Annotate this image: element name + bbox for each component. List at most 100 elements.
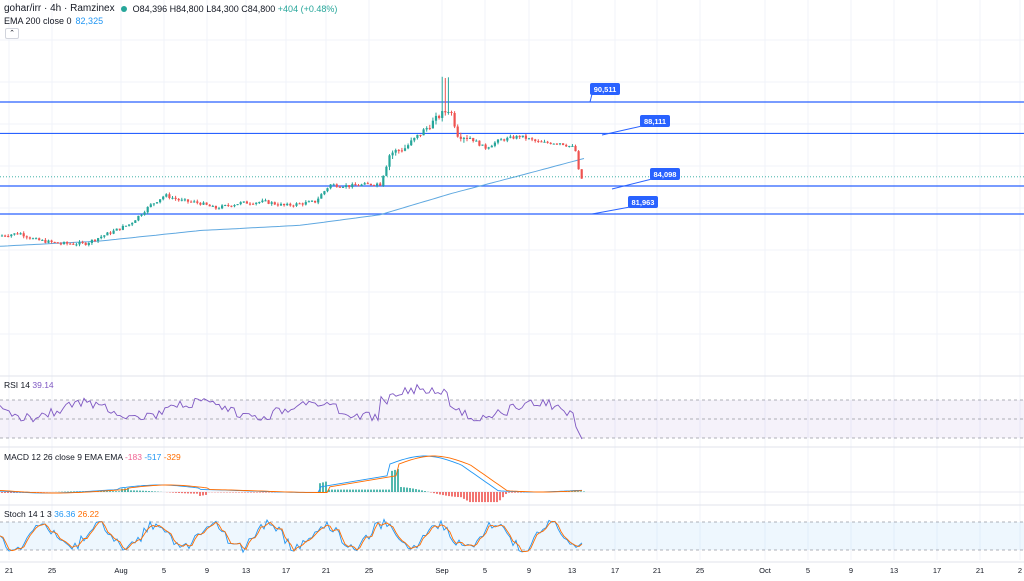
level-callout-88111: 88,111: [602, 115, 670, 135]
macd-hist-bar: [361, 490, 363, 492]
candle-body: [447, 112, 449, 113]
macd-hist-bar: [472, 492, 474, 502]
macd-hist-bar: [253, 492, 255, 493]
candle-body: [376, 184, 378, 186]
candle-body: [66, 242, 68, 244]
macd-hist-bar: [322, 482, 324, 492]
macd-hist-bar: [151, 491, 153, 492]
candle-body: [63, 242, 65, 244]
macd-hist-bar: [451, 492, 453, 496]
candle-body: [540, 141, 542, 142]
candle-body: [361, 185, 363, 186]
ohlc-readout: O84,396 H84,800 L84,300 C84,800 +404 (+0…: [133, 4, 338, 14]
candle-body: [227, 205, 229, 206]
macd-hist-bar: [187, 492, 189, 493]
macd-hist-bar: [124, 488, 126, 492]
candle-body: [144, 212, 146, 215]
candle-body: [13, 233, 15, 234]
candle-body: [506, 138, 508, 141]
candle-body: [246, 201, 248, 203]
x-tick-label: 9: [849, 566, 853, 575]
collapse-legend-button[interactable]: ⌃: [5, 28, 19, 39]
candle-body: [438, 116, 440, 118]
candle-body: [426, 128, 428, 129]
candle-body: [190, 202, 192, 203]
candle-body: [419, 135, 421, 136]
candle-body: [224, 205, 226, 206]
macd-hist-bar: [439, 492, 441, 494]
candle-body: [134, 220, 136, 223]
candle-body: [333, 184, 335, 185]
macd-hist-bar: [334, 490, 336, 492]
candle-body: [181, 200, 183, 201]
candle-body: [512, 137, 514, 139]
macd-hist-bar: [481, 492, 483, 502]
stoch-band: [0, 522, 1024, 550]
candle-body: [23, 233, 25, 236]
macd-hist-bar: [367, 490, 369, 492]
candle-body: [373, 185, 375, 186]
ema-value: 82,325: [76, 16, 104, 26]
macd-hist-bar: [463, 492, 465, 499]
candle-body: [60, 243, 62, 244]
macd-hist-bar: [352, 490, 354, 492]
candle-body: [20, 233, 22, 234]
candle-body: [237, 204, 239, 205]
macd-hist-bar: [178, 492, 180, 493]
rsi-legend[interactable]: RSI 14 39.14: [4, 380, 54, 390]
macd-hist-bar: [400, 487, 402, 492]
macd-hist-bar: [181, 492, 183, 493]
candle-body: [38, 238, 40, 240]
macd-legend[interactable]: MACD 12 26 close 9 EMA EMA -183 -517 -32…: [4, 452, 181, 462]
candle-body: [503, 139, 505, 140]
candle-body: [47, 241, 49, 243]
candle-body: [351, 184, 353, 187]
candle-body: [454, 113, 456, 127]
candle-body: [147, 207, 149, 212]
candle-body: [543, 142, 545, 143]
symbol-title: gohar/irr · 4h · Ramzinex: [4, 3, 115, 14]
candle-body: [547, 142, 549, 143]
candle-body: [131, 223, 133, 225]
candle-body: [559, 143, 561, 144]
candle-body: [550, 143, 552, 144]
candle-body: [184, 199, 186, 200]
candle-body: [159, 199, 161, 202]
candle-body: [264, 200, 266, 201]
candle-body: [565, 145, 567, 146]
level-label: 84,098: [654, 170, 677, 179]
macd-hist-bar: [469, 492, 471, 502]
candle-body: [140, 215, 142, 216]
callout-pointer: [590, 94, 592, 102]
candle-body: [562, 143, 564, 145]
macd-hist-bar: [445, 492, 447, 496]
candle-body: [255, 203, 257, 204]
x-tick-label: Oct: [759, 566, 772, 575]
macd-hist-bar: [490, 492, 492, 502]
macd-hist-bar: [133, 490, 135, 492]
candle-body: [119, 229, 121, 230]
candle-body: [463, 138, 465, 139]
candle-body: [171, 198, 173, 199]
candle-body: [103, 235, 105, 236]
candle-body: [330, 184, 332, 188]
candle-body: [187, 199, 189, 201]
candle-body: [153, 203, 155, 204]
macd-hist-bar: [394, 470, 396, 492]
candle-body: [525, 136, 527, 139]
candle-body: [165, 194, 167, 196]
macd-hist-bar: [112, 491, 114, 492]
macd-hist-bar: [580, 491, 582, 492]
candle-body: [326, 188, 328, 191]
candle-body: [125, 226, 127, 227]
candle-body: [444, 111, 446, 112]
candle-body: [488, 147, 490, 148]
macd-hist-bar: [193, 492, 195, 494]
macd-hist-value: -183: [125, 452, 142, 462]
candle-body: [128, 224, 130, 225]
stoch-legend[interactable]: Stoch 14 1 3 36.36 26.22: [4, 509, 99, 519]
macd-hist-bar: [139, 491, 141, 492]
candle-body: [75, 244, 77, 245]
